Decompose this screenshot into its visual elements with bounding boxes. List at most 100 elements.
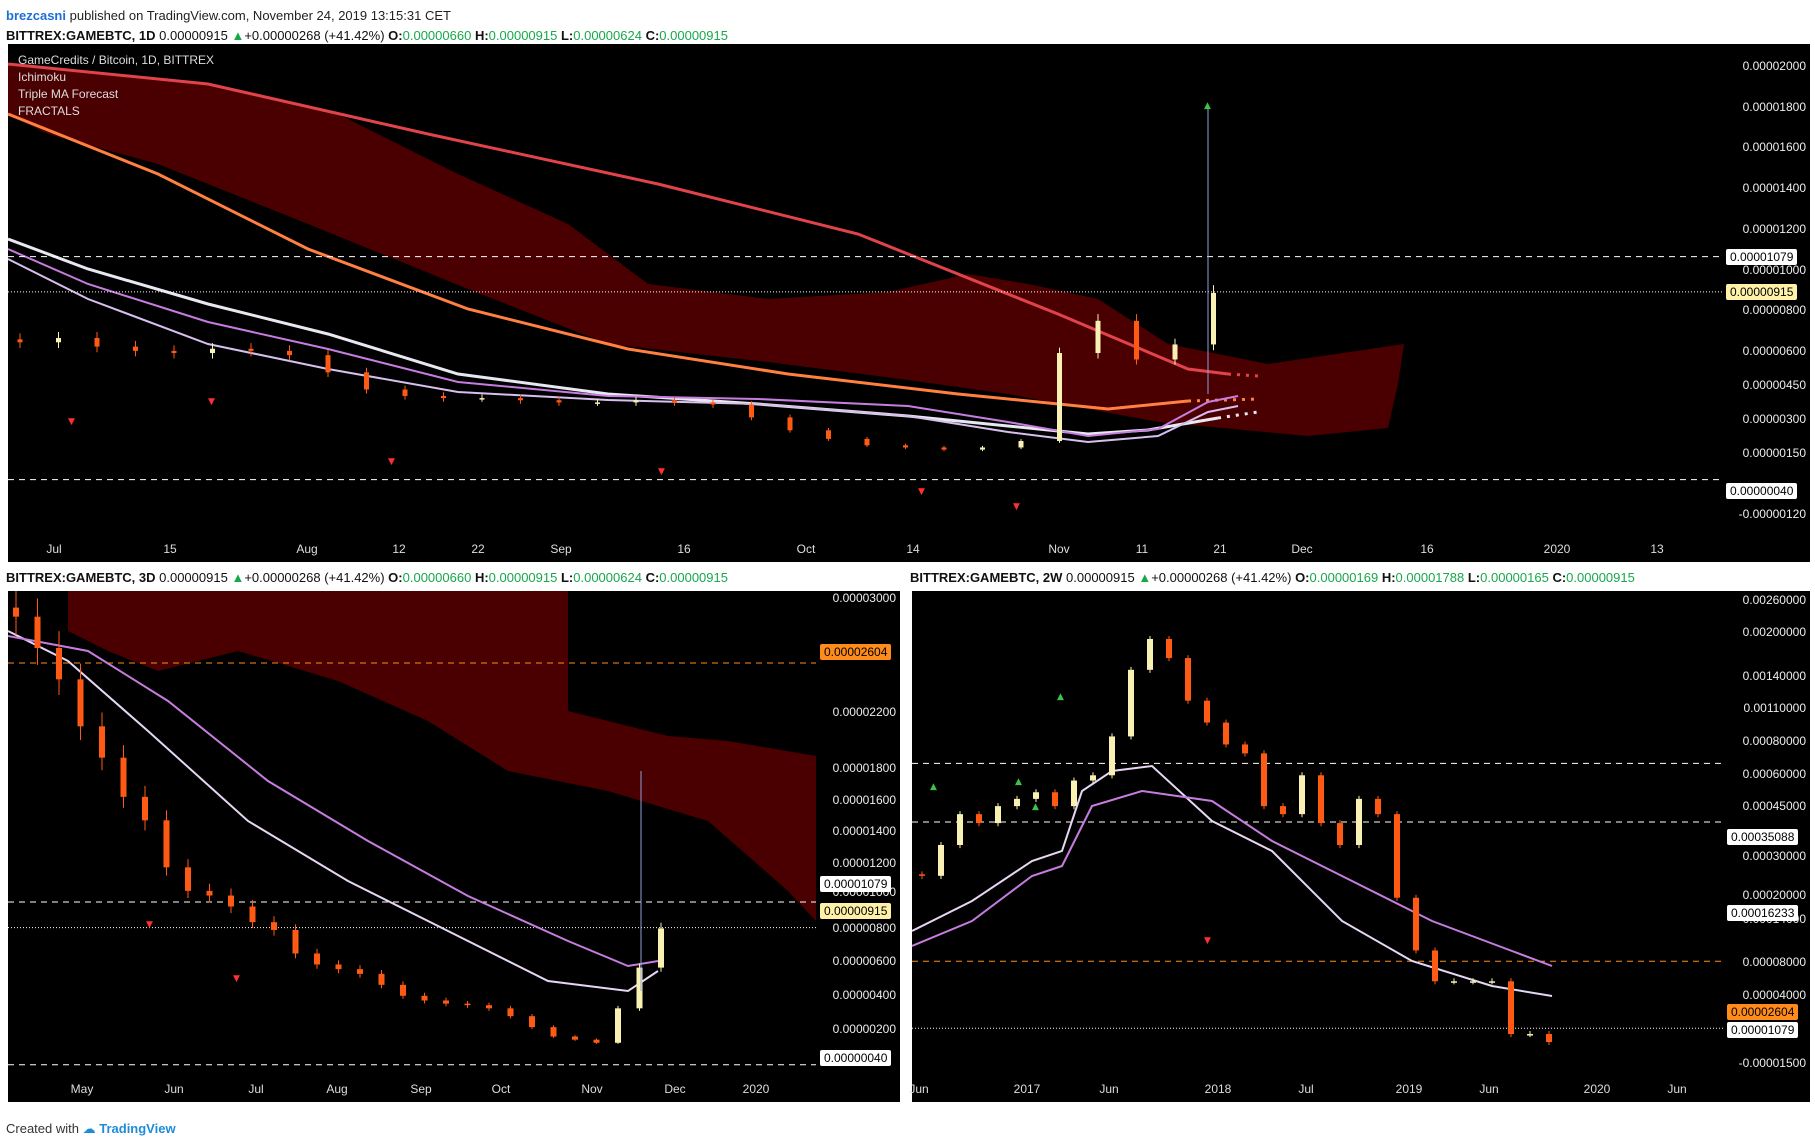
top-price: 0.00000915 (159, 28, 228, 43)
price-tick: 0.00002200 (832, 705, 896, 719)
bl-chart-panel[interactable]: ▼ ▼ (8, 591, 816, 1076)
candle (56, 648, 62, 680)
price-tick: 0.00001800 (832, 761, 896, 775)
time-tick: 14 (906, 542, 920, 556)
price-tick: 0.00000200 (832, 1022, 896, 1036)
footer-brand-link[interactable]: TradingView (99, 1121, 176, 1136)
ma-lavender-line (912, 764, 1553, 997)
publish-info: published on TradingView.com, November 2… (69, 8, 451, 23)
publish-header: brezcasni published on TradingView.com, … (6, 8, 451, 23)
candle (287, 350, 292, 356)
candle (919, 874, 925, 876)
author-link[interactable]: brezcasni (6, 8, 66, 23)
time-tick: Jun (1479, 1082, 1499, 1096)
footer-created-with: Created with (6, 1121, 79, 1136)
candle (518, 398, 523, 401)
time-tick: Sep (410, 1082, 432, 1096)
bl-price-axis[interactable]: 0.00003000 0.00002200 0.00001800 0.00001… (816, 591, 900, 1076)
legend-fractals[interactable]: FRACTALS (18, 104, 80, 118)
level-badge-low: 0.00000040 (1726, 483, 1798, 499)
candle (941, 447, 947, 450)
candle (507, 1008, 514, 1017)
legend-ichimoku[interactable]: Ichimoku (18, 70, 67, 84)
candle (378, 973, 385, 985)
bl-low: 0.00000624 (573, 570, 642, 585)
price-tick: 0.00004000 (1742, 988, 1806, 1002)
candle (1147, 638, 1153, 670)
candle (1090, 775, 1096, 781)
candle (615, 1008, 621, 1043)
bl-high: 0.00000915 (488, 570, 558, 585)
br-time-axis[interactable]: Jun 2017 Jun 2018 Jul 2019 Jun 2020 Jun (909, 1076, 1810, 1102)
level-badge-b: 0.00016233 (1727, 905, 1799, 921)
candle (314, 953, 320, 965)
time-tick: 2020 (1583, 1082, 1611, 1096)
ma-violet-line (8, 248, 1239, 438)
br-chart-panel[interactable]: ▲ ▲ ▲ ▲ ▼ (912, 591, 1725, 1076)
candle (550, 1027, 557, 1037)
candle (572, 1036, 578, 1040)
br-price-axis[interactable]: 0.00260000 0.00200000 0.00140000 0.00110… (1725, 591, 1810, 1076)
top-chart-panel[interactable]: ▼ ▼ ▼ ▼ ▼ ▼ ▲ GameCredits / Bitcoin, 1D, BITTR… (8, 44, 1724, 536)
candle (672, 400, 677, 403)
price-tick: 0.00001800 (1742, 100, 1806, 114)
ma-lavender-line (8, 630, 659, 993)
candle (658, 928, 664, 968)
bl-price: 0.00000915 (159, 570, 228, 585)
bl-time-axis[interactable]: May Jun Jul Aug Sep Oct Nov Dec 2020 (8, 1076, 900, 1102)
candle (1508, 981, 1514, 1035)
fractal-down-icon: ▼ (146, 920, 153, 930)
candle (1261, 753, 1267, 807)
br-low: 0.00000165 (1480, 570, 1549, 585)
time-tick: May (70, 1082, 94, 1096)
candle (13, 607, 19, 617)
candle (1018, 441, 1024, 448)
legend-triple-ma[interactable]: Triple MA Forecast (18, 87, 119, 101)
candle (271, 922, 277, 930)
time-tick: 22 (471, 542, 485, 556)
price-tick: -0.00000120 (1738, 507, 1806, 521)
time-tick: Nov (581, 1082, 603, 1096)
price-tick: 0.00000600 (1742, 344, 1806, 358)
candle (94, 338, 100, 347)
c-label: C: (645, 28, 660, 43)
price-tick: 0.00000150 (1742, 446, 1806, 460)
top-close: 0.00000915 (659, 28, 728, 43)
fractal-down-icon: ▼ (233, 974, 240, 984)
bl-close: 0.00000915 (659, 570, 728, 585)
price-tick: 0.00002000 (1742, 59, 1806, 73)
time-tick: Jun (1099, 1082, 1119, 1096)
candle (1546, 1034, 1552, 1043)
candle (248, 348, 254, 351)
price-tick: 0.00008000 (1742, 955, 1806, 969)
price-tick: 0.00060000 (1742, 767, 1806, 781)
candle (228, 895, 234, 907)
price-tick: 0.00001400 (1742, 181, 1806, 195)
candle (1185, 658, 1191, 701)
candle (335, 964, 342, 970)
fractal-up-icon: ▲ (1032, 802, 1039, 812)
candle (1166, 638, 1172, 659)
candle (995, 806, 1001, 824)
time-tick: 15 (163, 542, 177, 556)
candle (826, 430, 831, 439)
candle (787, 417, 793, 431)
o-label: O: (1295, 570, 1310, 585)
candle (1109, 736, 1115, 776)
bl-symbol-line: BITTREX:GAMEBTC, 3D 0.00000915 ▲+0.00000… (6, 570, 728, 585)
top-time-axis[interactable]: Jul 15 Aug 12 22 Sep 16 Oct 14 Nov 11 21… (8, 536, 1810, 562)
candle (1527, 1034, 1533, 1036)
candle (976, 814, 982, 824)
time-tick: 13 (1650, 542, 1664, 556)
top-price-axis[interactable]: 0.00002000 0.00001800 0.00001600 0.00001… (1724, 44, 1810, 536)
candle (1128, 669, 1134, 737)
footer: Created with ☁ TradingView (6, 1121, 176, 1137)
br-high: 0.00001788 (1395, 570, 1465, 585)
time-tick: 21 (1213, 542, 1227, 556)
candle (1394, 814, 1400, 898)
time-tick: Dec (1291, 542, 1313, 556)
fractal-up-icon: ▲ (1204, 101, 1211, 111)
bl-change: +0.00000268 (+41.42%) (244, 570, 385, 585)
sma-white-forecast (1217, 410, 1259, 420)
tradingview-logo-icon: ☁ (82, 1121, 96, 1136)
